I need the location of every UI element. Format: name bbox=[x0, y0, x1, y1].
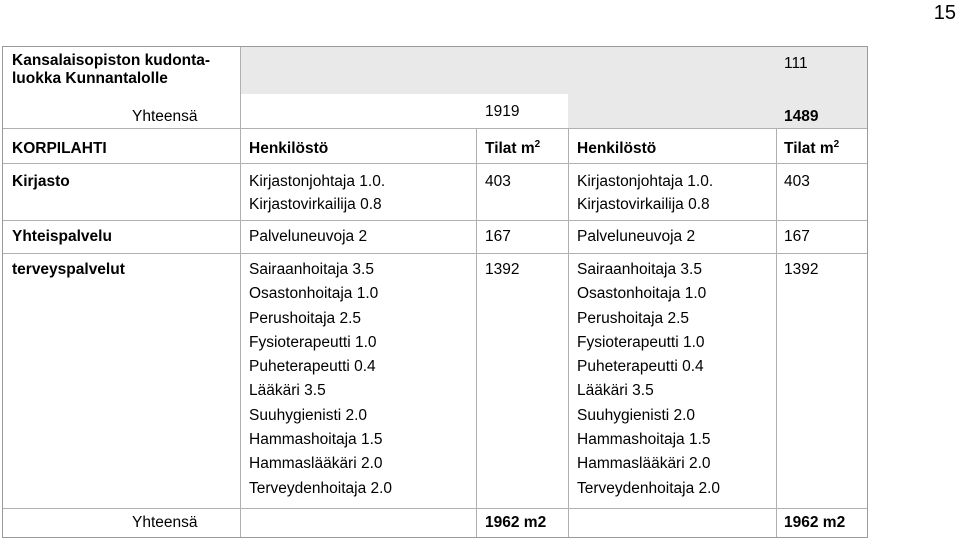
staff-line: Kirjastonjohtaja 1.0. bbox=[577, 173, 714, 190]
staff-line: Sairaanhoitaja 3.5 bbox=[577, 261, 702, 278]
footer-total-label: Yhteensä bbox=[132, 514, 198, 531]
staff-list-old: Kirjastonjohtaja 1.0. Kirjastovirkailija… bbox=[249, 170, 473, 216]
staff-list-new: Palveluneuvoja 2 bbox=[577, 225, 773, 248]
staff-line: Osastonhoitaja 1.0 bbox=[249, 285, 379, 303]
total-label: Yhteensä bbox=[132, 108, 198, 125]
area-old: 167 bbox=[485, 228, 511, 245]
col-divider bbox=[476, 128, 477, 538]
staff-line: Hammashoitaja 1.5 bbox=[249, 431, 383, 449]
row-name: Kirjasto bbox=[12, 173, 70, 190]
col-divider bbox=[776, 128, 777, 538]
col-divider bbox=[240, 46, 241, 538]
row-divider bbox=[2, 508, 868, 509]
header-shade bbox=[240, 47, 867, 94]
staff-line: Fysioterapeutti 1.0 bbox=[577, 333, 705, 351]
staff-line: Perushoitaja 2.5 bbox=[249, 309, 362, 327]
staff-line: Kirjastovirkailija 0.8 bbox=[249, 196, 382, 213]
total-new: 1489 bbox=[784, 108, 819, 125]
staff-list-new: Kirjastonjohtaja 1.0. Kirjastovirkailija… bbox=[577, 170, 773, 216]
staff-line: Perushoitaja 2.5 bbox=[577, 309, 690, 327]
facility-table: Kansalaisopiston kudonta-luokka Kunnanta… bbox=[2, 46, 868, 538]
area-new: 403 bbox=[784, 173, 810, 190]
total-old: 1919 bbox=[485, 103, 520, 120]
row-divider bbox=[2, 220, 868, 221]
area-new: 1392 bbox=[784, 261, 819, 278]
value-111: 111 bbox=[784, 55, 808, 72]
staff-line: Sairaanhoitaja 3.5 bbox=[249, 261, 374, 278]
row-divider bbox=[2, 128, 868, 129]
page-number: 15 bbox=[933, 2, 956, 24]
area-new: 167 bbox=[784, 228, 810, 245]
row-divider bbox=[2, 163, 868, 164]
staff-line: Palveluneuvoja 2 bbox=[249, 228, 368, 245]
row-divider bbox=[2, 253, 868, 254]
col-location: KORPILAHTI bbox=[12, 140, 107, 157]
col-area-old: Tilat m2 bbox=[485, 138, 541, 157]
area-old: 403 bbox=[485, 173, 511, 190]
staff-line: Terveydenhoitaja 2.0 bbox=[577, 479, 721, 497]
col-area-new: Tilat m2 bbox=[784, 138, 840, 157]
col-staff-new: Henkilöstö bbox=[577, 140, 657, 157]
staff-line: Suuhygienisti 2.0 bbox=[577, 406, 696, 424]
row-name: Yhteispalvelu bbox=[12, 228, 112, 245]
footer-total-new: 1962 m2 bbox=[784, 514, 846, 531]
staff-line: Hammaslääkäri 2.0 bbox=[577, 455, 711, 473]
col-staff-old: Henkilöstö bbox=[249, 140, 329, 157]
staff-list-old: Palveluneuvoja 2 bbox=[249, 225, 473, 248]
staff-line: Hammashoitaja 1.5 bbox=[577, 431, 711, 449]
staff-line: Puheterapeutti 0.4 bbox=[249, 358, 376, 376]
staff-line: Kirjastovirkailija 0.8 bbox=[577, 196, 710, 213]
col-divider bbox=[568, 128, 569, 538]
staff-line: Osastonhoitaja 1.0 bbox=[577, 285, 707, 303]
staff-list-old: Sairaanhoitaja 3.5 Osastonhoitaja 1.0 Pe… bbox=[249, 258, 473, 501]
staff-line: Kirjastonjohtaja 1.0. bbox=[249, 173, 386, 190]
place-name: Kansalaisopiston kudonta-luokka Kunnanta… bbox=[12, 52, 211, 87]
staff-line: Terveydenhoitaja 2.0 bbox=[249, 479, 393, 497]
staff-list-new: Sairaanhoitaja 3.5 Osastonhoitaja 1.0 Pe… bbox=[577, 258, 773, 501]
staff-line: Lääkäri 3.5 bbox=[249, 382, 326, 400]
staff-line: Palveluneuvoja 2 bbox=[577, 228, 696, 245]
footer-total-old: 1962 m2 bbox=[485, 514, 547, 531]
area-old: 1392 bbox=[485, 261, 520, 278]
table-frame bbox=[2, 46, 868, 538]
staff-line: Suuhygienisti 2.0 bbox=[249, 406, 368, 424]
staff-line: Puheterapeutti 0.4 bbox=[577, 358, 704, 376]
total-shade bbox=[568, 94, 867, 128]
row-name: terveyspalvelut bbox=[12, 261, 125, 278]
staff-line: Lääkäri 3.5 bbox=[577, 382, 654, 400]
staff-line: Fysioterapeutti 1.0 bbox=[249, 333, 377, 351]
staff-line: Hammaslääkäri 2.0 bbox=[249, 455, 383, 473]
